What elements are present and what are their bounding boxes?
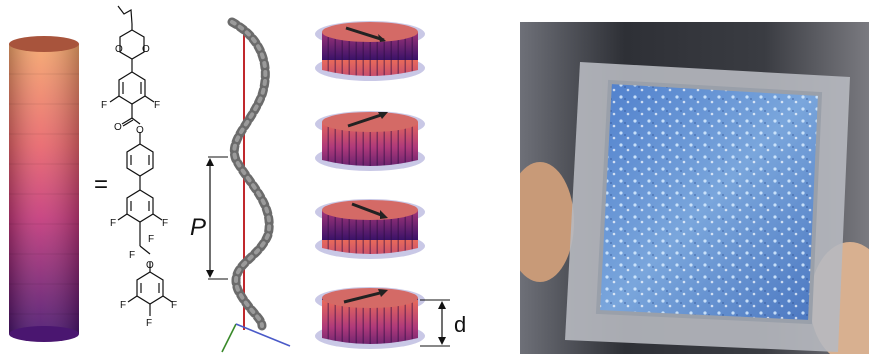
atom-f: F [120,300,126,311]
stack-layer-3 [315,199,425,259]
atom-o: O [146,260,154,271]
sample-photo [520,22,869,354]
atom-f: F [101,100,107,111]
atom-f: F [162,218,168,229]
stack-layer-1 [315,21,425,81]
molecule-structure: = O O F F O O F F F F O F F F [88,0,198,354]
pitch-label: P [190,214,206,241]
director-arrow [351,202,385,218]
molecule-cylinder [0,0,90,354]
atom-f: F [148,234,154,245]
layer-spacing-label: d [454,312,466,337]
atom-f: F [110,218,116,229]
director-arrow [345,26,385,42]
atom-o: O [142,44,150,55]
atom-f: F [129,250,135,261]
director-arrow [347,112,385,128]
atom-o: O [115,44,123,55]
finger [520,162,574,282]
director-arrow [343,290,385,304]
stack-layer-4 [315,287,425,349]
molecular-stack-layers: d [305,0,480,354]
atom-f: F [154,100,160,111]
helical-structure: P [190,0,310,354]
axis-green [221,323,237,353]
axis-blue [235,323,291,347]
atom-o: O [136,125,144,136]
stack-layer-2 [315,111,425,171]
atom-o: O [114,122,122,133]
atom-f: F [171,300,177,311]
equals-sign: = [94,171,108,198]
atom-f: F [146,318,152,329]
